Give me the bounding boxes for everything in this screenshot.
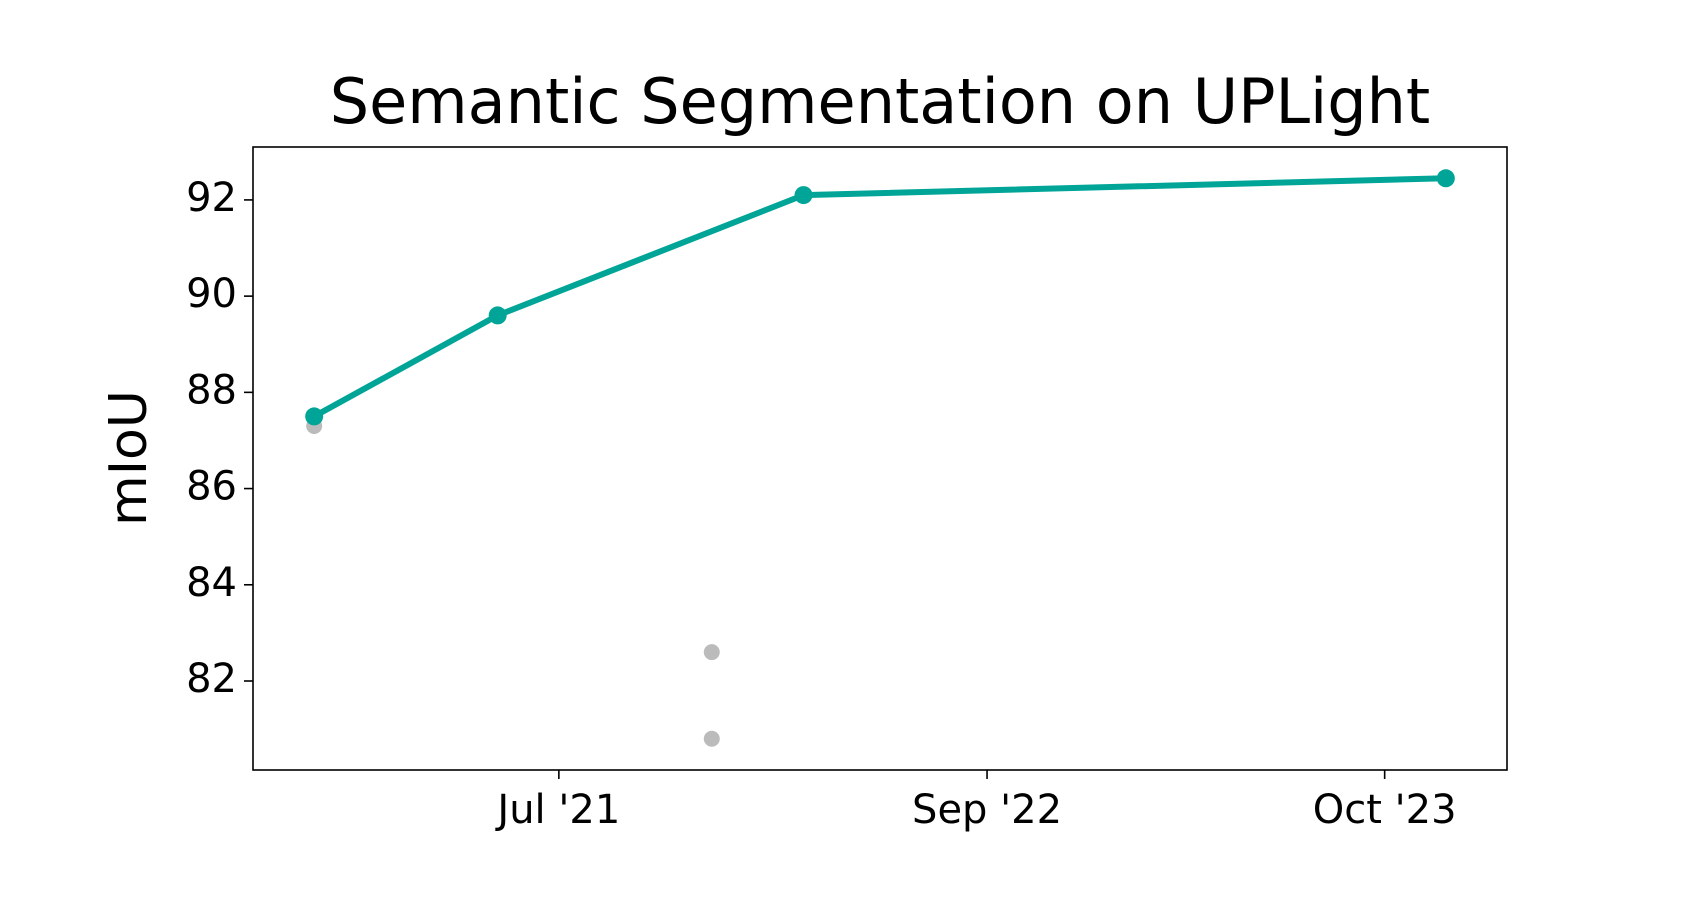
y-tick-label: 92 bbox=[186, 175, 237, 221]
plot-frame bbox=[252, 146, 1508, 771]
y-axis-label: mIoU bbox=[99, 390, 159, 526]
x-tick-label: Oct '23 bbox=[1313, 787, 1457, 833]
scatter-point bbox=[703, 730, 720, 747]
line-point bbox=[488, 306, 507, 325]
y-tick-label: 86 bbox=[186, 464, 237, 510]
scatter-point bbox=[703, 644, 720, 661]
y-tick-label: 84 bbox=[186, 560, 237, 606]
line-point bbox=[794, 186, 813, 205]
chart-title: Semantic Segmentation on UPLight bbox=[330, 65, 1430, 138]
line-point bbox=[1436, 169, 1455, 188]
line-point bbox=[305, 407, 324, 426]
x-tick-label: Sep '22 bbox=[912, 787, 1062, 833]
y-tick-label: 82 bbox=[186, 656, 237, 702]
y-tick-label: 88 bbox=[186, 367, 237, 413]
y-tick-label: 90 bbox=[186, 271, 237, 317]
line bbox=[312, 175, 1446, 420]
x-tick-label: Jul '21 bbox=[494, 787, 620, 833]
